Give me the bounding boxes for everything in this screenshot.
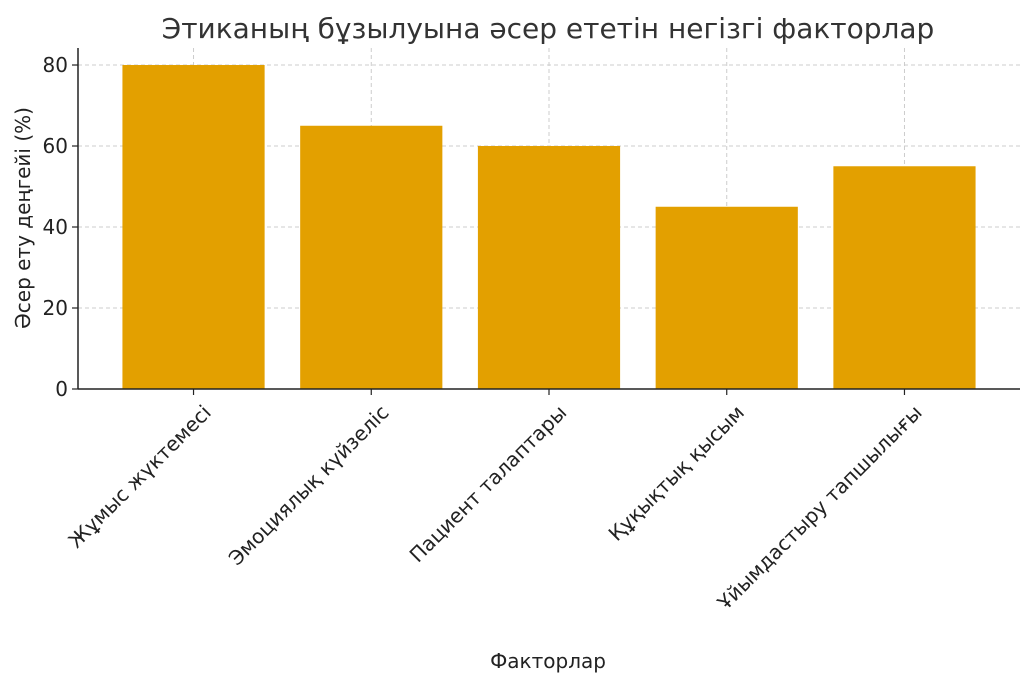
bars <box>122 65 976 390</box>
bar <box>122 65 265 390</box>
y-tick-label: 60 <box>43 134 68 158</box>
chart-title: Этиканың бұзылуына әсер ететін негізгі ф… <box>162 12 935 45</box>
bar <box>833 166 976 389</box>
x-tick-label: Эмоциялық күйзеліс <box>224 400 394 570</box>
x-tick-labels: Жұмыс жүктемесі Эмоциялық күйзеліс Пациент… <box>63 389 927 615</box>
bar <box>477 146 621 389</box>
x-tick-label: Пациент талаптары <box>405 400 572 567</box>
y-tick-label: 0 <box>55 377 68 401</box>
x-tick-label: Жұмыс жүктемесі <box>63 400 215 552</box>
y-axis-label: Әсер ету деңгейі (%) <box>11 107 35 329</box>
bar <box>300 125 443 389</box>
bar <box>655 206 798 389</box>
x-tick-label: Ұйымдастыру тапшылығы <box>712 400 927 615</box>
y-tick-label: 40 <box>43 215 68 239</box>
y-tick-label: 20 <box>43 296 68 320</box>
x-tick-label: Құқықтық қысым <box>604 400 749 545</box>
y-tick-label: 80 <box>43 53 68 77</box>
x-axis-label: Факторлар <box>490 649 606 673</box>
y-tick-labels: 0 20 40 60 80 <box>43 53 78 401</box>
